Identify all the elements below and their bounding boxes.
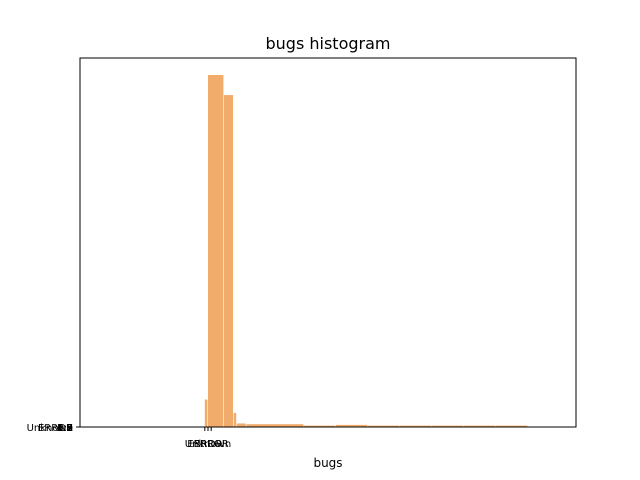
y-tick-label: Unknown: [27, 423, 73, 434]
histogram-bar: [233, 412, 237, 427]
y-tick-label: 0.9: [57, 423, 73, 434]
y-tick-label: 2.3: [57, 423, 73, 434]
y-tick-label: 1.5: [57, 423, 73, 434]
y-tick-label: 1.0: [57, 423, 73, 434]
histogram-bar: [336, 424, 368, 427]
histogram-bar: [208, 75, 224, 427]
histogram-bar: [236, 423, 246, 427]
histogram-bar: [432, 425, 464, 427]
x-tick-label: ERROR: [194, 439, 229, 450]
histogram-bar: [246, 424, 304, 427]
histogram-bar: [224, 95, 233, 427]
x-tick-label: Unknown: [185, 439, 231, 450]
histogram-bar: [496, 425, 528, 427]
histogram-bar: [400, 425, 432, 427]
x-tick-label: ERROR: [187, 439, 222, 450]
x-axis-label: bugs: [313, 456, 342, 470]
histogram-bar: [464, 425, 496, 427]
y-tick-label: 1.7: [57, 423, 73, 434]
histogram-bar: [368, 425, 400, 427]
y-tick-label: ERROR: [38, 423, 73, 434]
plot-frame: [79, 57, 577, 428]
histogram-bar: [304, 425, 336, 427]
chart-title: bugs histogram: [266, 34, 391, 53]
bars-layer: [204, 75, 528, 427]
histogram-bar: [204, 399, 208, 427]
y-tick-label: 0.7: [57, 423, 73, 434]
y-tick-label: 3.2: [57, 423, 73, 434]
